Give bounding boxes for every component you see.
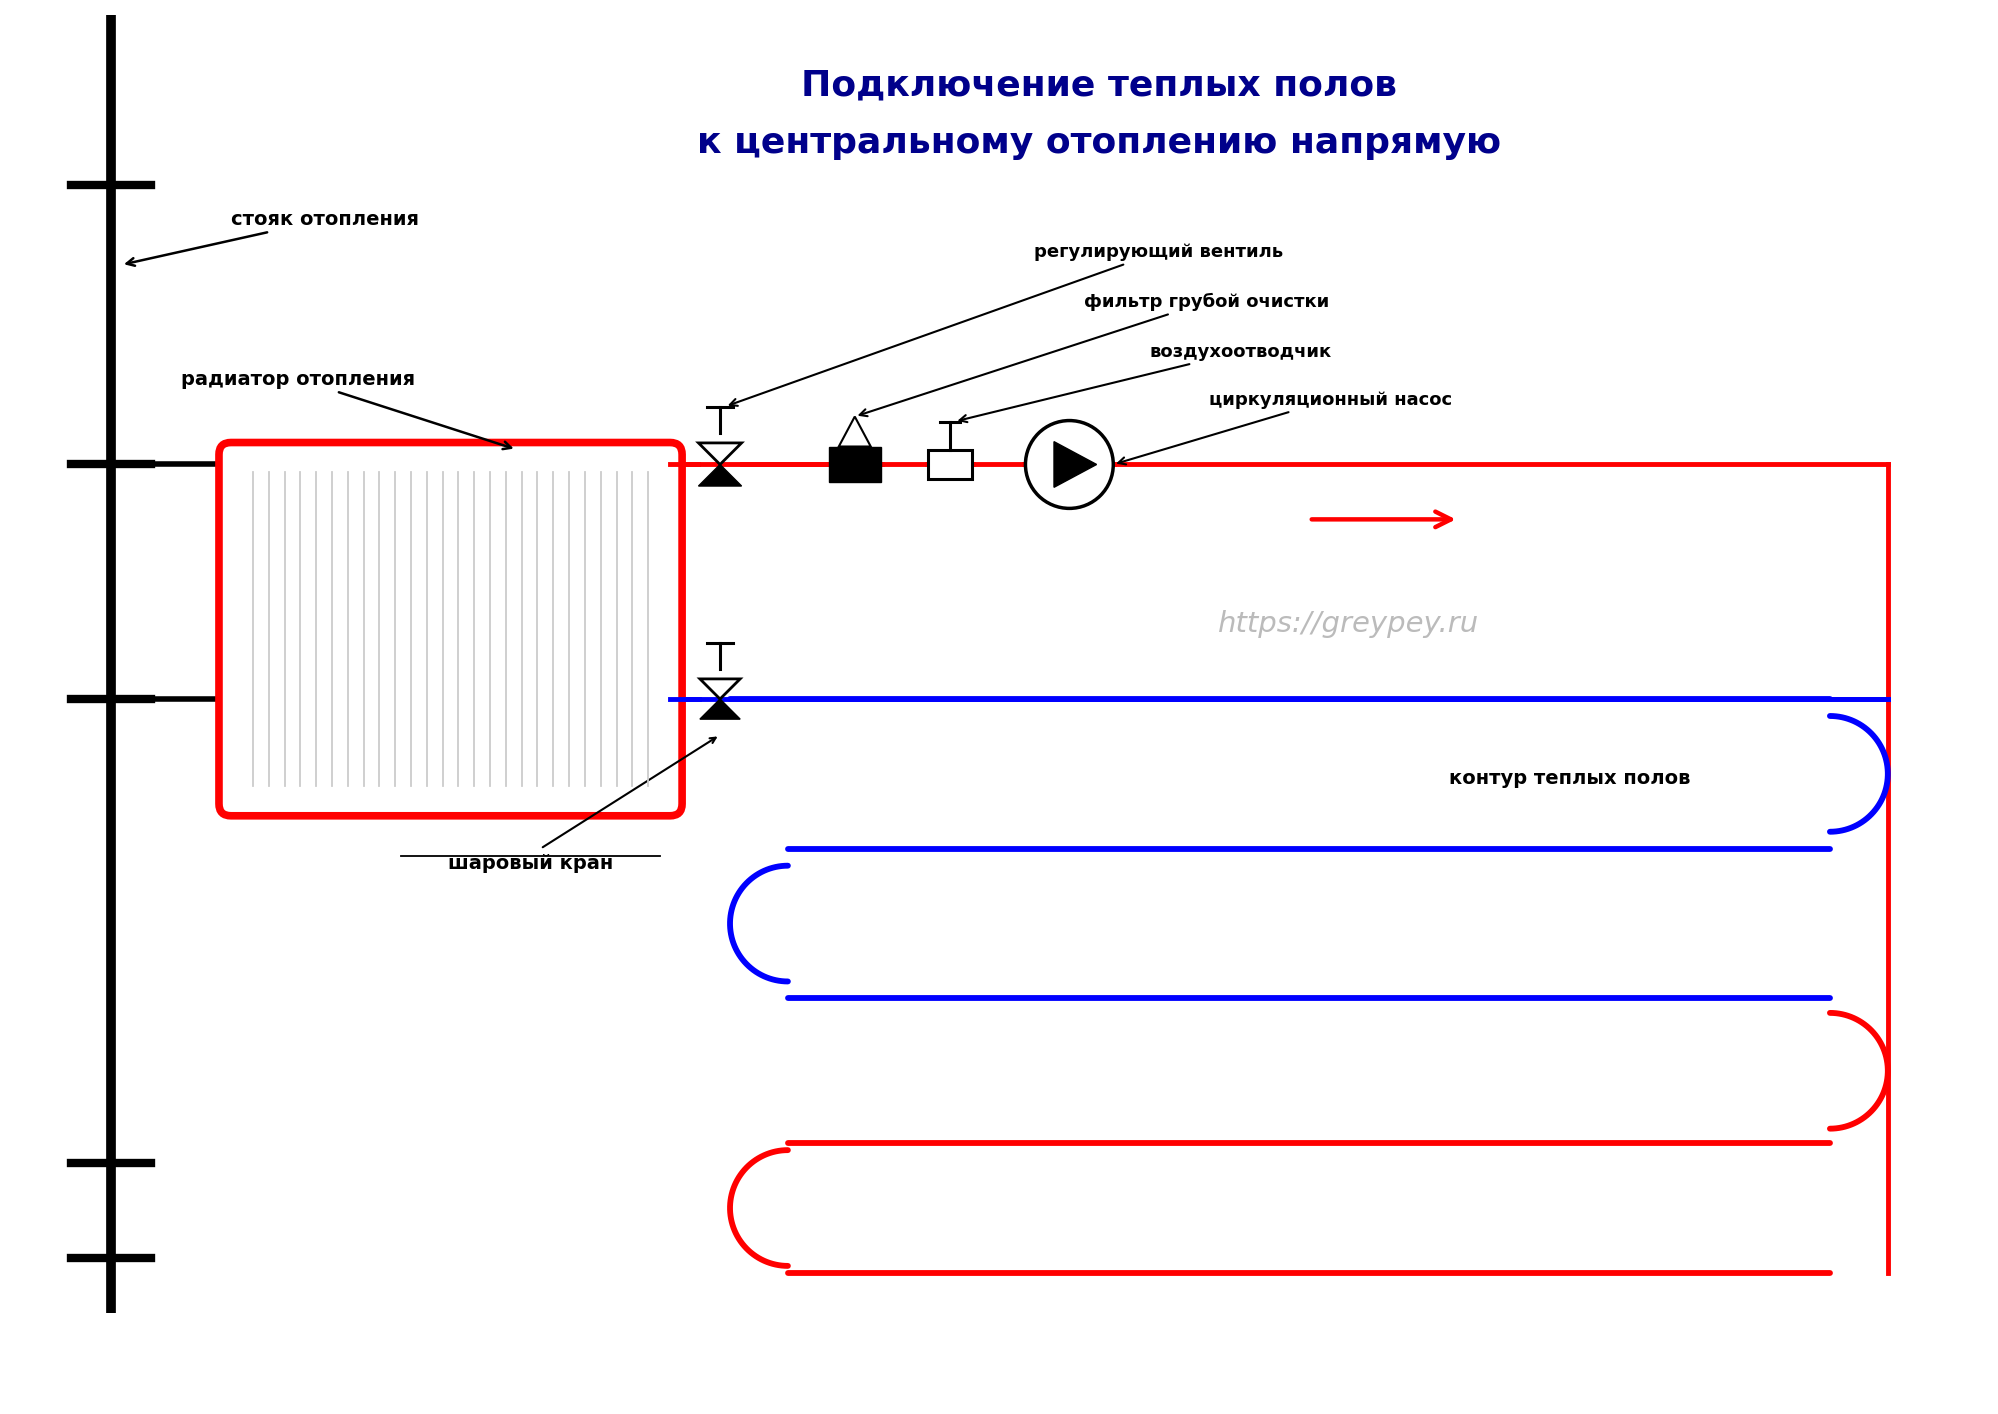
Bar xyxy=(829,447,881,482)
Polygon shape xyxy=(699,679,739,699)
Text: к центральному отоплению напрямую: к центральному отоплению напрямую xyxy=(697,126,1500,160)
Text: регулирующий вентиль: регулирующий вентиль xyxy=(729,243,1283,406)
Bar xyxy=(927,450,971,479)
Circle shape xyxy=(1025,420,1113,509)
Text: https://greypey.ru: https://greypey.ru xyxy=(1217,611,1479,638)
Polygon shape xyxy=(697,464,741,486)
Text: шаровый кран: шаровый кран xyxy=(448,854,613,872)
Text: циркуляционный насос: циркуляционный насос xyxy=(1117,390,1451,464)
Polygon shape xyxy=(839,417,871,447)
Polygon shape xyxy=(697,443,741,464)
Text: стояк отопления: стояк отопления xyxy=(126,209,420,266)
Polygon shape xyxy=(1053,441,1097,488)
Text: Подключение теплых полов: Подключение теплых полов xyxy=(801,68,1397,102)
Polygon shape xyxy=(699,699,739,720)
Text: радиатор отопления: радиатор отопления xyxy=(182,369,511,450)
FancyBboxPatch shape xyxy=(220,443,681,816)
Text: фильтр грубой очистки: фильтр грубой очистки xyxy=(859,293,1329,416)
Text: воздухоотводчик: воздухоотводчик xyxy=(959,342,1331,423)
Text: контур теплых полов: контур теплых полов xyxy=(1449,769,1688,789)
